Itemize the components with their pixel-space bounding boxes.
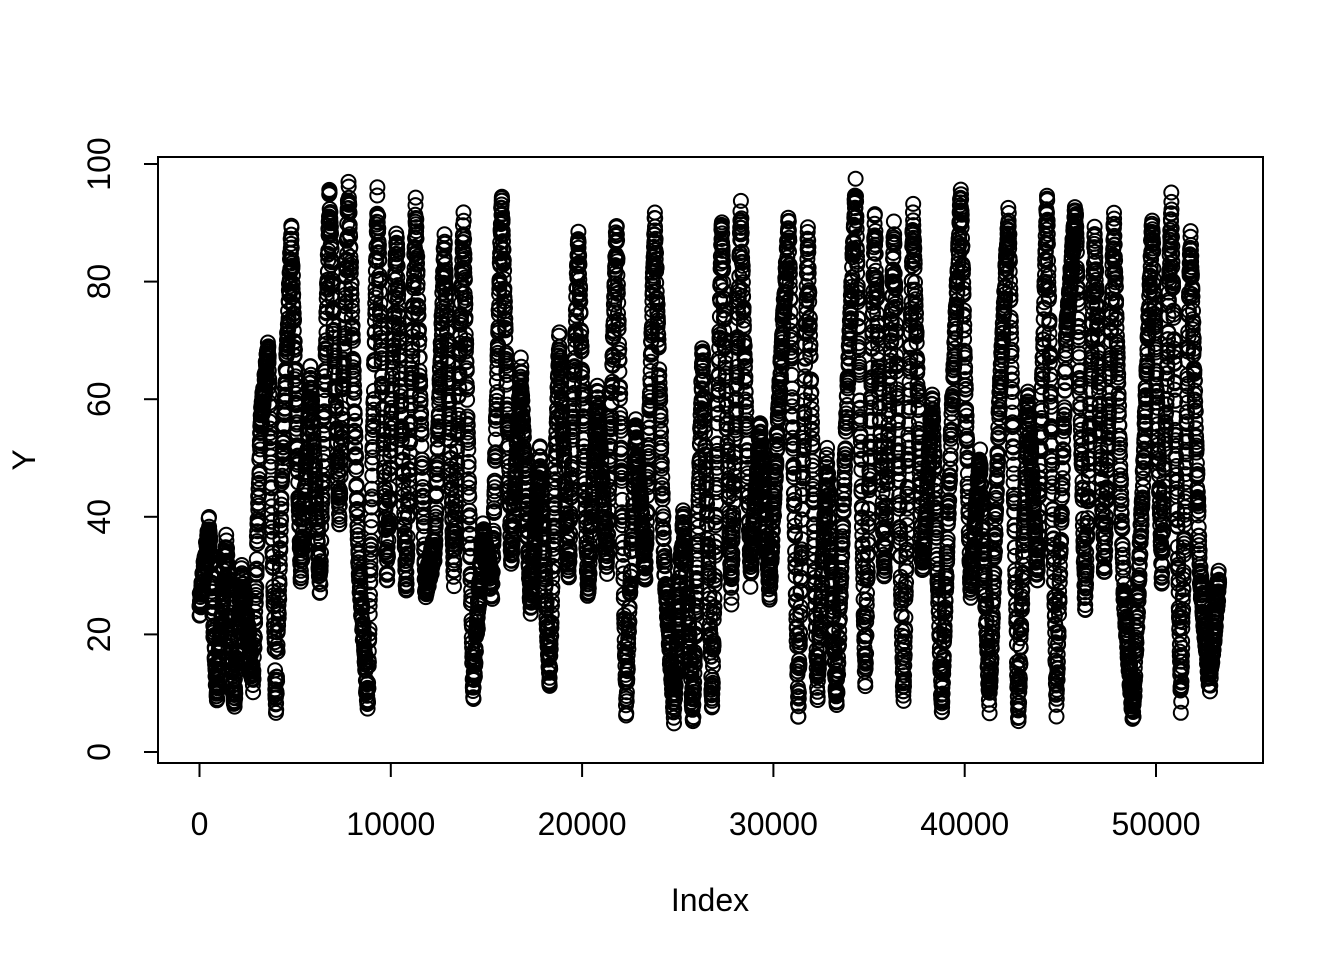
data-point [271,550,288,567]
data-point [287,368,304,385]
data-point [261,375,278,392]
data-point [312,584,329,601]
data-point [313,532,330,549]
points-layer [191,170,1228,732]
data-point [248,551,265,568]
data-point [283,219,300,236]
data-point [294,541,311,558]
data-point [272,532,289,549]
data-point [274,467,291,484]
data-point [246,640,263,656]
data-point [260,347,277,364]
data-point [261,386,278,403]
data-point [283,239,300,256]
data-point [248,587,264,603]
data-point [332,485,349,502]
data-point [272,522,289,539]
data-point [249,535,266,552]
data-point [332,489,349,506]
data-point [269,636,286,653]
data-point [331,497,348,514]
data-point [313,544,329,561]
data-point [271,557,288,574]
data-point [287,360,304,377]
data-point [294,551,311,568]
data-point [247,595,264,612]
data-point [286,341,303,358]
data-point [268,701,285,718]
data-point [269,673,286,690]
data-point [277,393,294,410]
data-point [322,218,339,235]
data-point [321,184,338,201]
data-point [268,695,285,712]
data-point [323,235,340,251]
data-point [248,560,265,577]
data-point [334,406,351,423]
data-point [285,286,302,303]
data-point [202,529,219,546]
data-point [273,512,289,529]
data-point [283,231,300,248]
data-point [284,267,301,284]
data-point [261,370,278,387]
data-point [263,480,280,497]
data-point [285,322,302,339]
data-point [270,610,287,627]
data-point [331,508,348,525]
data-point [274,462,291,479]
data-point [245,649,262,666]
data-point [313,500,330,517]
data-point [304,392,321,409]
data-point [285,305,302,322]
data-point [294,536,311,553]
data-point [272,542,289,559]
data-point [227,685,244,702]
data-point [227,690,244,707]
data-point [260,355,277,371]
data-point [293,569,310,586]
data-point [247,615,264,631]
data-point [286,333,303,350]
data-point [284,257,301,274]
data-point [260,338,277,355]
data-point [317,344,334,361]
data-point [323,225,339,242]
data-point [286,311,302,328]
data-point [271,582,287,599]
data-point [312,553,329,570]
data-point [312,562,329,579]
data-point [302,358,319,375]
data-point [332,468,349,485]
data-point [261,394,278,411]
data-point [264,513,281,530]
data-point [273,496,290,513]
data-point [269,643,286,660]
data-point [248,566,265,583]
data-point [325,317,342,334]
data-point [331,516,348,533]
data-point [314,495,331,512]
data-point [272,517,289,534]
data-point [332,461,349,478]
data-point [245,670,262,687]
